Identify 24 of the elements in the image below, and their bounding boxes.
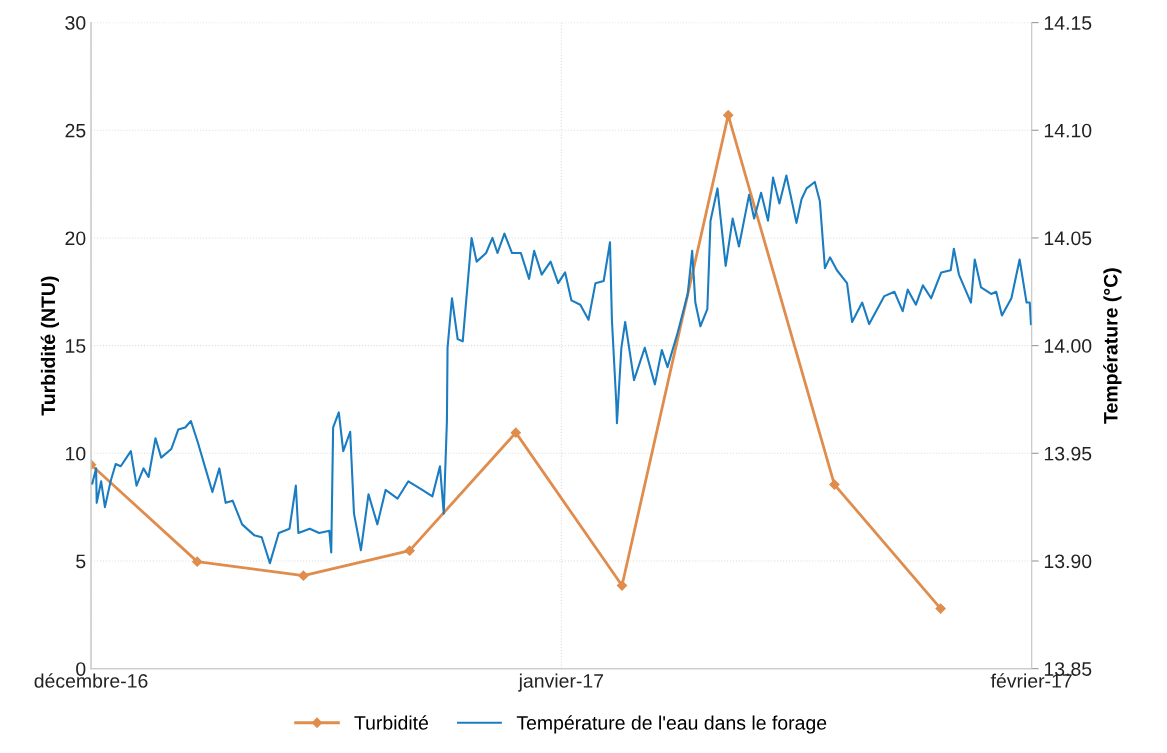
point [192,556,203,567]
y-tick-label: 30 [65,16,86,30]
y2-axis-title: Température (°C) [1103,268,1122,424]
y-tick-label: 25 [65,123,86,138]
y2-tick-label: 13.95 [1044,446,1092,461]
legend-label: Turbidité [354,715,429,730]
point [404,545,415,556]
y2-tick-label: 14.00 [1044,339,1092,353]
y2-tick-label: 14.10 [1044,123,1092,138]
point [935,603,946,614]
y-axis-title: Turbidité (NTU) [40,276,59,416]
point [298,570,309,581]
y2-tick-label: 14.15 [1044,16,1092,30]
y2-tick-label: 14.05 [1044,231,1092,246]
legend-label: Température de l'eau dans le forage [516,715,827,734]
x-tick-label: janvier-17 [518,673,604,692]
point [510,427,521,438]
y2-tick-label: 13.90 [1044,554,1092,569]
point [829,479,840,490]
line-series [91,174,1032,565]
y-tick-label: 10 [66,446,86,461]
y-tick-label: 15 [66,339,86,353]
y-tick-label: 20 [65,231,86,246]
y-tick-label: 5 [76,554,86,569]
